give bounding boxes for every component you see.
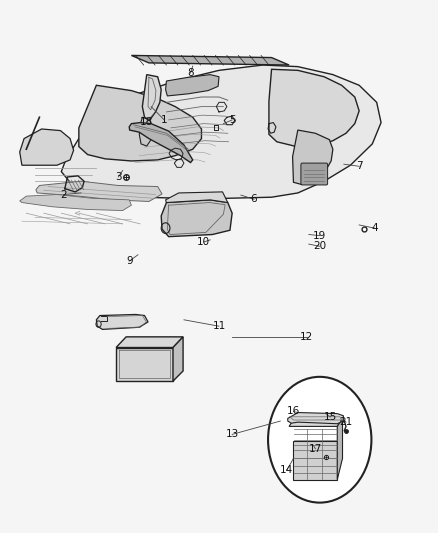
- Polygon shape: [20, 195, 131, 211]
- Polygon shape: [96, 314, 148, 329]
- Polygon shape: [161, 200, 232, 237]
- Polygon shape: [288, 413, 343, 424]
- Text: 10: 10: [197, 237, 210, 247]
- Polygon shape: [269, 69, 359, 146]
- Polygon shape: [129, 123, 193, 163]
- Text: 7: 7: [356, 161, 363, 171]
- Polygon shape: [293, 441, 337, 480]
- Text: 15: 15: [324, 412, 337, 422]
- Polygon shape: [142, 75, 161, 120]
- Polygon shape: [289, 418, 343, 426]
- Text: 18: 18: [140, 117, 153, 126]
- Text: 12: 12: [300, 332, 313, 342]
- Text: 1: 1: [161, 115, 168, 125]
- Polygon shape: [173, 337, 183, 381]
- Text: 3: 3: [115, 172, 122, 182]
- Text: 17: 17: [309, 444, 322, 454]
- Text: 9: 9: [126, 256, 133, 266]
- Polygon shape: [116, 348, 173, 381]
- Polygon shape: [36, 181, 162, 201]
- Text: 14: 14: [280, 465, 293, 475]
- Polygon shape: [79, 85, 201, 161]
- Polygon shape: [166, 75, 219, 96]
- Text: 20: 20: [313, 241, 326, 251]
- Polygon shape: [131, 55, 289, 65]
- Polygon shape: [293, 130, 333, 184]
- Text: 8: 8: [187, 68, 194, 78]
- Text: 6: 6: [251, 195, 258, 204]
- Polygon shape: [337, 418, 343, 480]
- FancyBboxPatch shape: [301, 163, 328, 185]
- Polygon shape: [166, 192, 228, 203]
- Polygon shape: [139, 117, 152, 146]
- Text: 21: 21: [339, 417, 353, 427]
- Text: 13: 13: [226, 430, 239, 439]
- Circle shape: [268, 377, 371, 503]
- Text: <: <: [73, 209, 80, 217]
- Text: 5: 5: [229, 115, 236, 125]
- Text: 2: 2: [60, 190, 67, 199]
- Text: 19: 19: [313, 231, 326, 240]
- Polygon shape: [61, 65, 381, 198]
- Polygon shape: [20, 129, 74, 165]
- Text: 11: 11: [212, 321, 226, 331]
- Polygon shape: [116, 337, 183, 348]
- Text: 4: 4: [371, 223, 378, 233]
- Text: 16: 16: [287, 407, 300, 416]
